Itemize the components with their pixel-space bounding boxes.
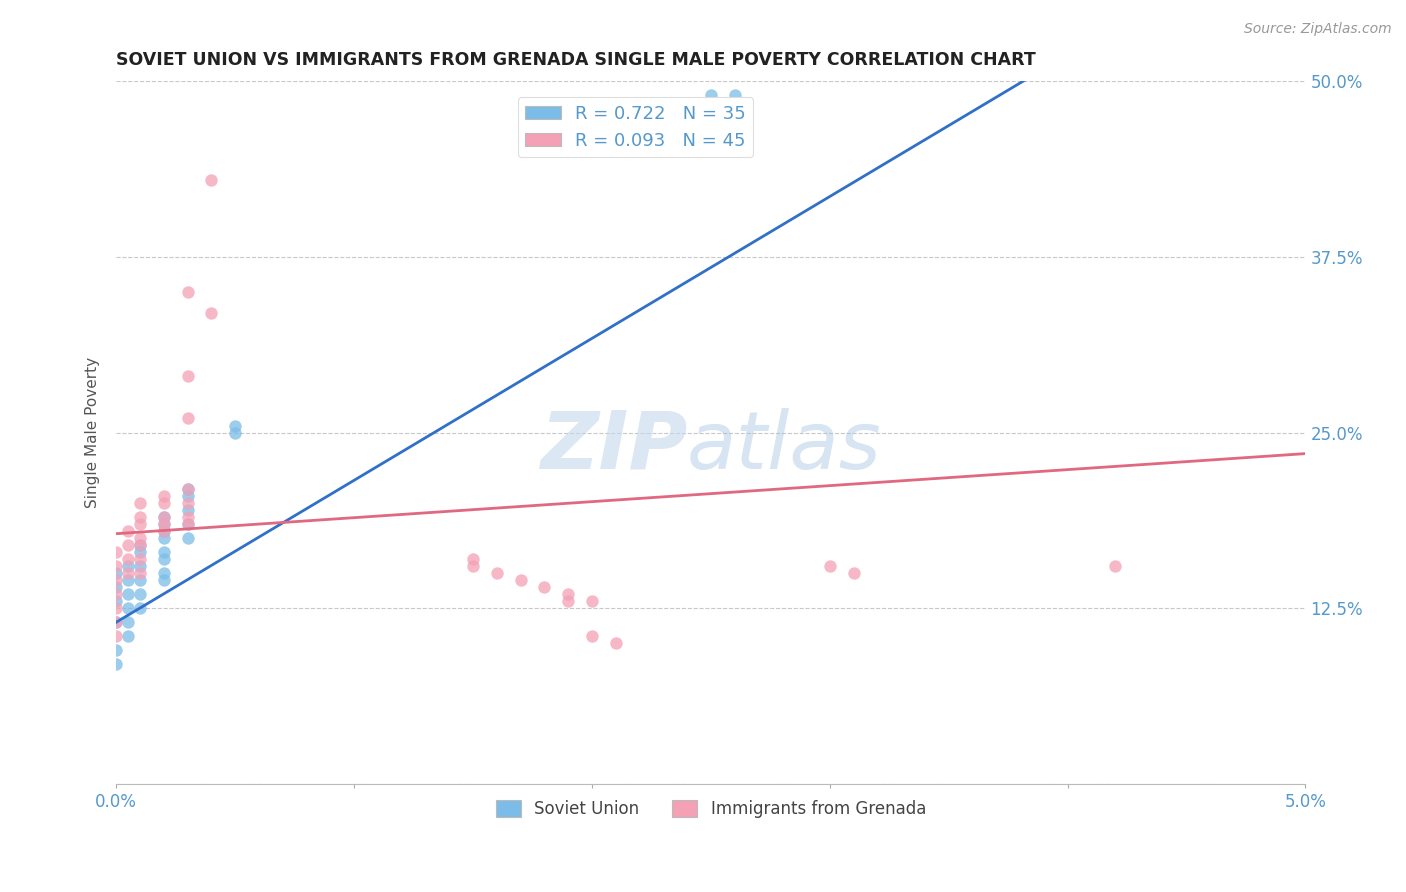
Point [485, 566, 508, 580]
Point [153, 489, 176, 503]
Point [818, 559, 841, 574]
Point [117, 587, 139, 601]
Point [105, 573, 128, 587]
Point [105, 657, 128, 672]
Point [153, 531, 176, 545]
Point [605, 636, 627, 650]
Point [461, 559, 484, 574]
Point [842, 566, 865, 580]
Point [581, 629, 603, 643]
Point [105, 545, 128, 559]
Point [117, 524, 139, 538]
Point [153, 524, 176, 538]
Point [153, 545, 176, 559]
Point [176, 411, 198, 425]
Point [129, 601, 152, 615]
Point [153, 573, 176, 587]
Point [153, 516, 176, 531]
Point [176, 531, 198, 545]
Point [176, 482, 198, 496]
Point [176, 496, 198, 510]
Point [461, 552, 484, 566]
Point [117, 566, 139, 580]
Point [129, 573, 152, 587]
Point [176, 516, 198, 531]
Point [117, 615, 139, 630]
Point [129, 552, 152, 566]
Text: ZIP: ZIP [540, 408, 688, 485]
Point [700, 88, 723, 103]
Point [129, 566, 152, 580]
Point [105, 580, 128, 594]
Point [533, 580, 555, 594]
Point [509, 573, 531, 587]
Text: SOVIET UNION VS IMMIGRANTS FROM GRENADA SINGLE MALE POVERTY CORRELATION CHART: SOVIET UNION VS IMMIGRANTS FROM GRENADA … [117, 51, 1036, 69]
Point [1104, 559, 1126, 574]
Point [153, 496, 176, 510]
Point [129, 516, 152, 531]
Point [153, 566, 176, 580]
Text: Source: ZipAtlas.com: Source: ZipAtlas.com [1244, 22, 1392, 37]
Point [176, 509, 198, 524]
Point [153, 516, 176, 531]
Point [105, 601, 128, 615]
Point [200, 306, 222, 320]
Point [105, 587, 128, 601]
Point [176, 285, 198, 299]
Point [224, 425, 246, 440]
Point [105, 629, 128, 643]
Point [129, 559, 152, 574]
Point [153, 509, 176, 524]
Point [117, 629, 139, 643]
Point [153, 552, 176, 566]
Point [129, 496, 152, 510]
Text: atlas: atlas [688, 408, 882, 485]
Y-axis label: Single Male Poverty: Single Male Poverty [86, 357, 100, 508]
Point [105, 566, 128, 580]
Point [557, 587, 579, 601]
Point [105, 594, 128, 608]
Point [129, 531, 152, 545]
Point [105, 559, 128, 574]
Point [129, 538, 152, 552]
Point [117, 601, 139, 615]
Point [581, 594, 603, 608]
Point [153, 524, 176, 538]
Legend: Soviet Union, Immigrants from Grenada: Soviet Union, Immigrants from Grenada [489, 793, 932, 824]
Point [117, 538, 139, 552]
Point [105, 615, 128, 630]
Point [129, 538, 152, 552]
Point [176, 482, 198, 496]
Point [117, 559, 139, 574]
Point [200, 172, 222, 186]
Point [176, 369, 198, 384]
Point [176, 516, 198, 531]
Point [557, 594, 579, 608]
Point [176, 489, 198, 503]
Point [105, 643, 128, 657]
Point [129, 509, 152, 524]
Point [176, 503, 198, 517]
Point [117, 552, 139, 566]
Point [224, 418, 246, 433]
Point [153, 509, 176, 524]
Point [117, 573, 139, 587]
Point [129, 587, 152, 601]
Point [105, 615, 128, 630]
Point [129, 545, 152, 559]
Point [723, 88, 745, 103]
